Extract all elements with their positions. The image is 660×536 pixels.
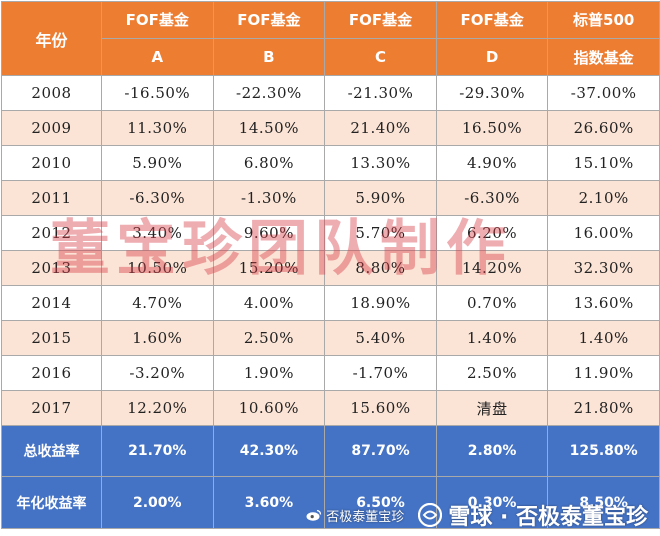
table-row: 2009 11.30% 14.50% 21.40% 16.50% 26.60% [1, 110, 660, 146]
fof-b-cell: 4.00% [212, 285, 326, 321]
column-header-fof-c: FOF基金 [324, 1, 437, 39]
column-subheader-fof-b: B [212, 38, 326, 76]
fof-b-cell: 1.90% [212, 355, 326, 391]
sp500-cell: 21.80% [547, 390, 660, 426]
fof-d-cell: 0.70% [435, 285, 549, 321]
table-row: 2016 -3.20% 1.90% -1.70% 2.50% 11.90% [1, 355, 660, 391]
fof-d-cell: -6.30% [435, 180, 549, 216]
fof-d-cell: 6.20% [435, 215, 549, 251]
sp500-cell: -37.00% [547, 75, 660, 111]
year-cell: 2012 [1, 215, 102, 251]
fof-a-cell: -3.20% [101, 355, 214, 391]
table-row: 2010 5.90% 6.80% 13.30% 4.90% 15.10% [1, 145, 660, 181]
fof-b-cell: 15.20% [212, 250, 326, 286]
fof-b-cell: -22.30% [212, 75, 326, 111]
fof-a-cell: 2.00% [101, 476, 214, 529]
year-cell: 2014 [1, 285, 102, 321]
sp500-cell: 8.50% [547, 476, 660, 529]
table-row: 2011 -6.30% -1.30% 5.90% -6.30% 2.10% [1, 180, 660, 216]
fof-b-cell: -1.30% [212, 180, 326, 216]
year-cell: 2010 [1, 145, 102, 181]
year-cell: 2015 [1, 320, 102, 356]
fof-b-cell: 9.60% [212, 215, 326, 251]
fof-b-cell: 14.50% [212, 110, 326, 146]
fof-c-cell: 5.90% [324, 180, 437, 216]
fof-d-cell: 14.20% [435, 250, 549, 286]
year-cell: 2009 [1, 110, 102, 146]
table-row: 2015 1.60% 2.50% 5.40% 1.40% 1.40% [1, 320, 660, 356]
fof-b-cell: 42.30% [212, 425, 326, 477]
fof-d-cell: -29.30% [435, 75, 549, 111]
fof-c-cell: 5.40% [324, 320, 437, 356]
fof-c-cell: 6.50% [324, 476, 437, 529]
fof-a-cell: -16.50% [101, 75, 214, 111]
fof-c-cell: 18.90% [324, 285, 437, 321]
fof-d-cell: 清盘 [435, 390, 549, 426]
fof-a-cell: 3.40% [101, 215, 214, 251]
year-cell: 2017 [1, 390, 102, 426]
fof-a-cell: -6.30% [101, 180, 214, 216]
sp500-cell: 26.60% [547, 110, 660, 146]
fof-c-cell: 13.30% [324, 145, 437, 181]
fof-d-cell: 2.50% [435, 355, 549, 391]
sp500-cell: 125.80% [547, 425, 660, 477]
column-subheader-fof-c: C [324, 38, 437, 76]
summary-label: 年化收益率 [1, 476, 102, 529]
year-cell: 2008 [1, 75, 102, 111]
fof-a-cell: 10.50% [101, 250, 214, 286]
table-body: 2008 -16.50% -22.30% -21.30% -29.30% -37… [1, 75, 660, 426]
column-header-fof-d: FOF基金 [435, 1, 549, 39]
fof-a-cell: 1.60% [101, 320, 214, 356]
fof-a-cell: 4.70% [101, 285, 214, 321]
summary-row-annualized-return: 年化收益率 2.00% 3.60% 6.50% 0.30% 8.50% [1, 476, 660, 529]
year-column-header: 年份 [1, 1, 102, 76]
fof-a-cell: 12.20% [101, 390, 214, 426]
fof-c-cell: 21.40% [324, 110, 437, 146]
fof-d-cell: 2.80% [435, 425, 549, 477]
sp500-cell: 16.00% [547, 215, 660, 251]
summary-row-total-return: 总收益率 21.70% 42.30% 87.70% 2.80% 125.80% [1, 425, 660, 477]
column-header-fof-a: FOF基金 [101, 1, 214, 39]
column-subheader-fof-a: A [101, 38, 214, 76]
fof-a-cell: 11.30% [101, 110, 214, 146]
fof-b-cell: 2.50% [212, 320, 326, 356]
column-header-sp500: 标普500 [547, 1, 660, 39]
sp500-cell: 2.10% [547, 180, 660, 216]
column-header-fof-b: FOF基金 [212, 1, 326, 39]
fof-c-cell: -1.70% [324, 355, 437, 391]
table-row: 2012 3.40% 9.60% 5.70% 6.20% 16.00% [1, 215, 660, 251]
table-row: 2008 -16.50% -22.30% -21.30% -29.30% -37… [1, 75, 660, 111]
fof-b-cell: 10.60% [212, 390, 326, 426]
fof-c-cell: 15.60% [324, 390, 437, 426]
fof-d-cell: 4.90% [435, 145, 549, 181]
fof-c-cell: 87.70% [324, 425, 437, 477]
table-row: 2013 10.50% 15.20% 8.80% 14.20% 32.30% [1, 250, 660, 286]
sp500-cell: 32.30% [547, 250, 660, 286]
table-row: 2017 12.20% 10.60% 15.60% 清盘 21.80% [1, 390, 660, 426]
table-header: 年份 FOF基金 FOF基金 FOF基金 FOF基金 标普500 A B C D… [1, 1, 660, 76]
fof-b-cell: 6.80% [212, 145, 326, 181]
fof-d-cell: 0.30% [435, 476, 549, 529]
fof-c-cell: -21.30% [324, 75, 437, 111]
column-subheader-fof-d: D [435, 38, 549, 76]
table-row: 2014 4.70% 4.00% 18.90% 0.70% 13.60% [1, 285, 660, 321]
year-cell: 2013 [1, 250, 102, 286]
year-cell: 2011 [1, 180, 102, 216]
fof-c-cell: 5.70% [324, 215, 437, 251]
sp500-cell: 11.90% [547, 355, 660, 391]
fof-a-cell: 21.70% [101, 425, 214, 477]
summary-section: 总收益率 21.70% 42.30% 87.70% 2.80% 125.80% … [1, 425, 660, 529]
fof-d-cell: 1.40% [435, 320, 549, 356]
year-cell: 2016 [1, 355, 102, 391]
fof-d-cell: 16.50% [435, 110, 549, 146]
sp500-cell: 15.10% [547, 145, 660, 181]
column-subheader-sp500: 指数基金 [547, 38, 660, 76]
sp500-cell: 1.40% [547, 320, 660, 356]
sp500-cell: 13.60% [547, 285, 660, 321]
fof-c-cell: 8.80% [324, 250, 437, 286]
fof-a-cell: 5.90% [101, 145, 214, 181]
summary-label: 总收益率 [1, 425, 102, 477]
fof-b-cell: 3.60% [212, 476, 326, 529]
